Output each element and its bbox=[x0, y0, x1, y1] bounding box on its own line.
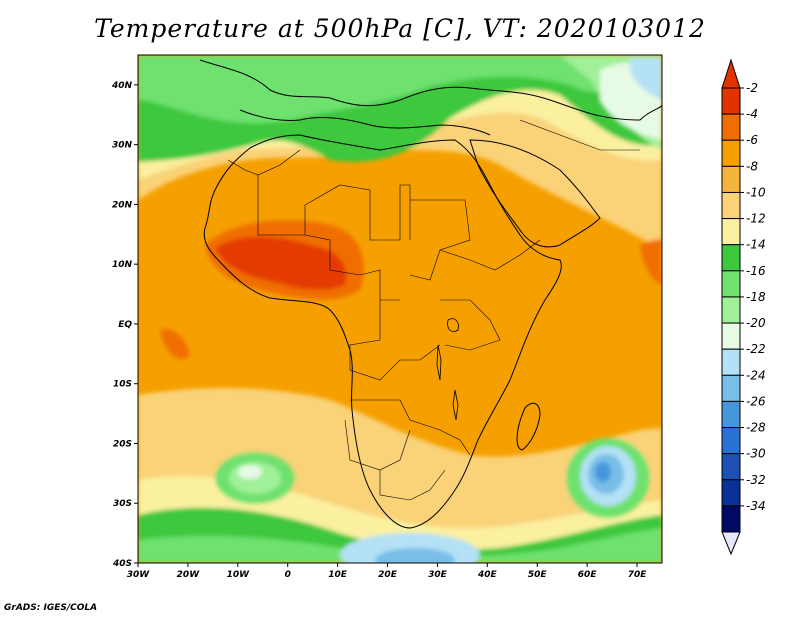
lon-tick-label: 20W bbox=[177, 570, 201, 580]
border-line bbox=[350, 399, 471, 456]
lakes bbox=[436, 318, 459, 421]
lon-tick-label: 40E bbox=[477, 570, 498, 580]
colorbar-swatch bbox=[721, 139, 741, 167]
lon-tick-label: 70E bbox=[628, 570, 648, 580]
colorbar-swatch bbox=[721, 87, 741, 115]
colorbar-swatch bbox=[721, 400, 741, 429]
lon-tick-label: 10W bbox=[227, 570, 251, 580]
contour-band-red-sahel bbox=[215, 236, 347, 290]
colorbar-label: -30 bbox=[746, 447, 766, 461]
lake-tanganyika bbox=[436, 344, 442, 381]
colorbar-label: -34 bbox=[746, 499, 766, 513]
colorbar-swatch bbox=[721, 296, 741, 324]
chart-title: Temperature at 500hPa [C], VT: 202010301… bbox=[94, 14, 706, 43]
longitude-axis: 30W 20W 10W 0 10E 20E 30E 40E 50E 60E 70E bbox=[127, 563, 647, 580]
lon-tick-label: 30W bbox=[127, 570, 151, 580]
colorbar-swatch bbox=[721, 374, 741, 402]
lon-tick-label: 20E bbox=[378, 570, 398, 580]
lat-tick-label: 30N bbox=[112, 141, 133, 151]
border-line bbox=[227, 149, 301, 176]
colorbar-label: -8 bbox=[746, 159, 758, 173]
border-line bbox=[519, 119, 640, 151]
coastlines bbox=[199, 59, 662, 529]
colorbar-label: -10 bbox=[746, 185, 766, 199]
colorbar-swatch bbox=[721, 427, 741, 455]
lon-tick-label: 10E bbox=[328, 570, 348, 580]
colorbar-label: -24 bbox=[746, 368, 766, 382]
colorbar-bottom-arrow bbox=[721, 531, 741, 556]
colorbar-swatch bbox=[721, 191, 741, 220]
cold-blob-southeast-core bbox=[595, 462, 611, 482]
latitude-axis: 40N 30N 20N 10N EQ 10S 20S 30S 40S bbox=[111, 81, 138, 569]
colorbar-label: -14 bbox=[746, 238, 766, 252]
cold-blob-southwest-core bbox=[238, 465, 262, 479]
grads-credit: GrADS: IGES/COLA bbox=[4, 603, 98, 613]
colorbar-top-arrow bbox=[721, 58, 741, 89]
colorbar-label: -6 bbox=[746, 133, 758, 147]
contour-band-lightgreen-south bbox=[138, 528, 662, 563]
lake-victoria bbox=[447, 318, 459, 332]
border-line bbox=[409, 199, 471, 281]
colorbar-label: -28 bbox=[746, 421, 766, 435]
colorbar-swatch bbox=[721, 348, 741, 376]
lon-tick-label: 60E bbox=[578, 570, 598, 580]
colorbar-label: -12 bbox=[746, 212, 766, 226]
colorbar-label: -26 bbox=[746, 394, 766, 408]
lon-tick-label: 50E bbox=[528, 570, 548, 580]
plot-frame bbox=[137, 54, 663, 564]
colorbar-swatch bbox=[721, 218, 741, 246]
colorbar-label: -16 bbox=[746, 264, 766, 278]
madagascar-coastline bbox=[516, 402, 541, 451]
lon-tick-label: 0 bbox=[285, 570, 291, 580]
lat-tick-label: 40N bbox=[111, 81, 133, 91]
colorbar-label: -4 bbox=[746, 107, 758, 121]
lat-tick-label: 20S bbox=[113, 439, 132, 449]
colorbar-swatch bbox=[721, 244, 741, 272]
colorbar-label: -32 bbox=[746, 473, 766, 487]
lat-tick-label: 20N bbox=[112, 200, 133, 210]
lat-tick-label: 40S bbox=[112, 559, 132, 569]
colorbar-swatch bbox=[721, 453, 741, 481]
colorbar-swatch bbox=[721, 165, 741, 193]
border-line bbox=[257, 175, 411, 241]
border-line bbox=[440, 299, 501, 351]
border-line bbox=[349, 300, 441, 381]
lake-malawi bbox=[452, 389, 459, 421]
lat-tick-label: 30S bbox=[113, 499, 132, 509]
contour-band-blue-northeast bbox=[630, 58, 662, 100]
lon-tick-label: 30E bbox=[428, 570, 448, 580]
colorbar-swatch bbox=[721, 322, 741, 350]
lat-tick-label: EQ bbox=[118, 320, 132, 330]
country-borders bbox=[227, 119, 640, 501]
colorbar-label: -18 bbox=[746, 290, 766, 304]
mediterranean-north-coast bbox=[239, 109, 491, 136]
border-line bbox=[439, 239, 541, 271]
colorbar-label: -22 bbox=[746, 342, 766, 356]
arabia-coastline bbox=[469, 139, 601, 248]
europe-coastline bbox=[199, 59, 662, 121]
contour-band-orange-east bbox=[640, 239, 662, 285]
contour-band-lightgreen-north bbox=[138, 55, 662, 124]
colorbar-swatch bbox=[721, 505, 741, 533]
colorbar-swatch bbox=[721, 113, 741, 141]
colorbar-swatch bbox=[721, 270, 741, 298]
colorbar: -2 -4 -6 -8 -10 -12 -14 -16 -18 -20 -22 -24 -26 -28 -3… bbox=[721, 58, 766, 556]
lat-tick-label: 10S bbox=[113, 380, 132, 390]
cold-blob-south-inner bbox=[375, 548, 455, 563]
colorbar-label: -20 bbox=[746, 316, 766, 330]
lat-tick-label: 10N bbox=[112, 260, 133, 270]
plot-area bbox=[138, 55, 662, 563]
africa-coastline bbox=[203, 134, 562, 529]
border-line bbox=[379, 469, 446, 501]
temperature-contours bbox=[138, 55, 662, 563]
colorbar-swatch bbox=[721, 479, 741, 507]
contour-band-orange-atlantic bbox=[160, 328, 190, 359]
colorbar-label: -2 bbox=[746, 81, 758, 95]
